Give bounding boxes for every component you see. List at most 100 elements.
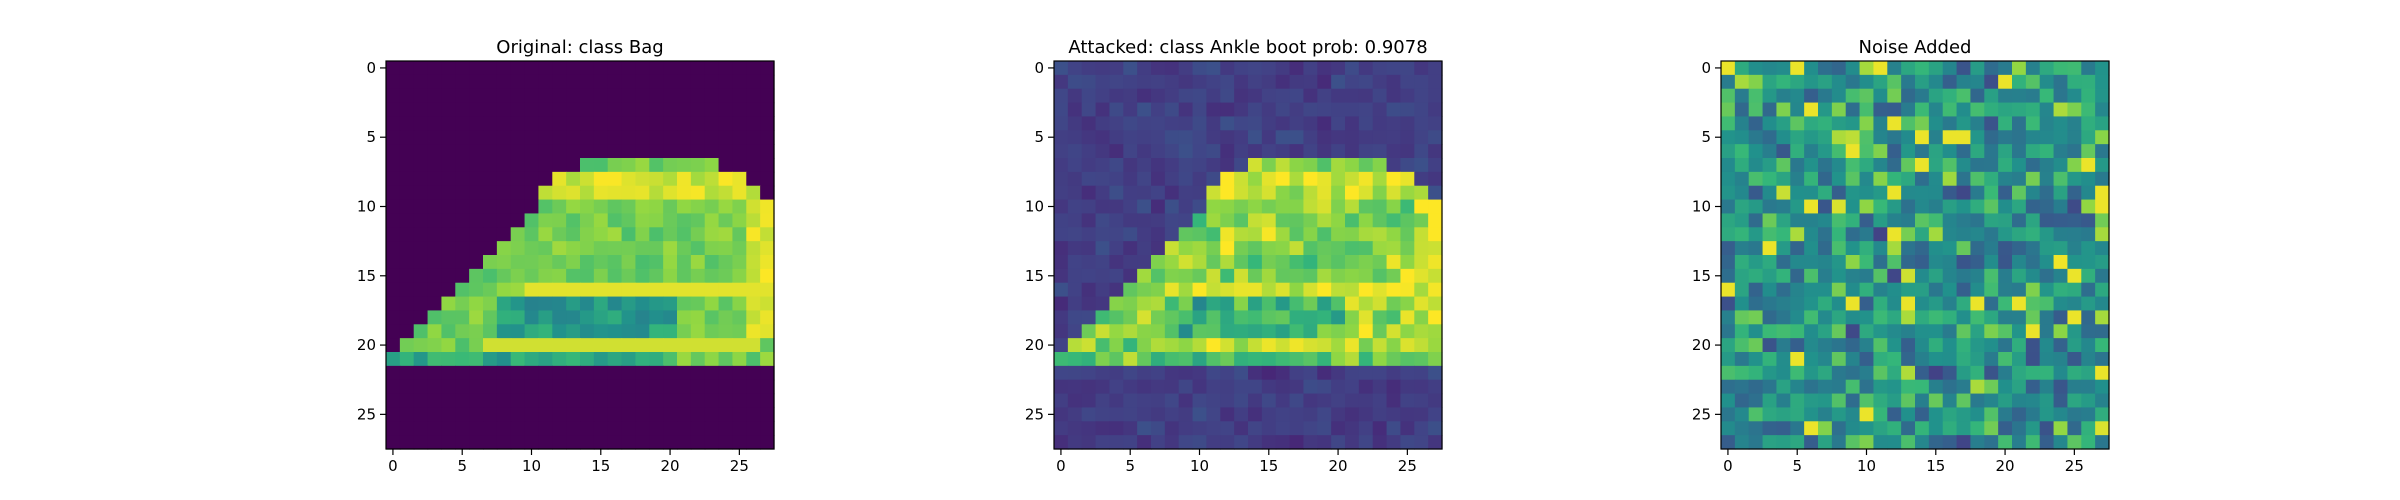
heatmap-cell-attacked (1386, 365, 1402, 381)
heatmap-cell-attacked (1206, 130, 1221, 145)
heatmap-cell-attacked (1428, 144, 1443, 159)
y-tick-label: 15 (1025, 267, 1044, 285)
heatmap-cell-noise (1887, 282, 1902, 298)
heatmap-cell-attacked (1137, 158, 1152, 173)
heatmap-cell-attacked (1095, 365, 1111, 381)
heatmap-cell-attacked (1081, 310, 1097, 325)
heatmap-cell-original (760, 310, 775, 325)
heatmap-cell-attacked (1109, 393, 1124, 409)
heatmap-cell-noise (1734, 379, 1750, 395)
heatmap-cell-noise (1734, 74, 1750, 90)
heatmap-cell-original (635, 296, 650, 312)
heatmap-cell-attacked (1386, 144, 1402, 159)
heatmap-cell-noise (1873, 435, 1888, 450)
heatmap-cell-original (399, 365, 415, 381)
heatmap-cell-original (718, 199, 734, 215)
heatmap-cell-original (580, 324, 595, 339)
heatmap-cell-attacked (1192, 324, 1208, 339)
heatmap-cell-original (580, 241, 595, 256)
heatmap-cell-original (593, 365, 609, 381)
heatmap-cell-noise (2012, 352, 2027, 367)
heatmap-cell-noise (1776, 241, 1791, 256)
heatmap-cell-attacked (1164, 185, 1180, 201)
heatmap-cell-noise (1776, 310, 1791, 325)
heatmap-cell-attacked (1081, 296, 1097, 312)
heatmap-cell-noise (1956, 241, 1972, 256)
heatmap-cell-original (413, 144, 429, 159)
heatmap-cell-noise (1859, 185, 1875, 201)
heatmap-cell-attacked (1067, 116, 1083, 131)
heatmap-cell-original (469, 268, 484, 284)
heatmap-cell-attacked (1386, 310, 1402, 325)
heatmap-cell-original (510, 88, 526, 104)
heatmap-cell-noise (1845, 74, 1861, 90)
heatmap-cell-attacked (1137, 130, 1152, 145)
heatmap-cell-attacked (1123, 255, 1138, 270)
heatmap-cell-attacked (1151, 421, 1166, 436)
heatmap-cell-attacked (1261, 158, 1277, 173)
heatmap-cell-original (496, 241, 512, 256)
heatmap-cell-noise (1901, 213, 1916, 228)
heatmap-cell-original (566, 338, 581, 353)
heatmap-cell-noise (1998, 435, 2013, 450)
heatmap-cell-original (718, 241, 734, 256)
heatmap-cell-noise (1942, 296, 1958, 312)
heatmap-cell-attacked (1067, 324, 1083, 339)
heatmap-cell-attacked (1081, 241, 1097, 256)
heatmap-cell-original (566, 171, 581, 187)
heatmap-cell-attacked (1109, 74, 1124, 90)
heatmap-cell-original (510, 282, 526, 298)
heatmap-cell-attacked (1137, 171, 1152, 187)
heatmap-cell-attacked (1220, 241, 1235, 256)
heatmap-cell-original (441, 296, 456, 312)
heatmap-cell-attacked (1317, 324, 1332, 339)
heatmap-cell-noise (1831, 213, 1847, 228)
heatmap-cell-attacked (1289, 324, 1305, 339)
x-tick-label: 0 (1723, 457, 1733, 475)
heatmap-cell-original (663, 282, 678, 298)
heatmap-cell-attacked (1331, 393, 1346, 409)
heatmap-cell-noise (1776, 365, 1791, 381)
heatmap-cell-original (580, 185, 595, 201)
heatmap-cell-noise (1859, 421, 1875, 436)
heatmap-cell-attacked (1358, 116, 1374, 131)
heatmap-cell-noise (1998, 282, 2013, 298)
heatmap-cell-original (399, 296, 415, 312)
heatmap-cell-attacked (1234, 310, 1249, 325)
heatmap-cell-attacked (1109, 227, 1124, 242)
heatmap-cell-noise (2025, 144, 2041, 159)
heatmap-cell-original (649, 61, 664, 76)
heatmap-cell-original (593, 310, 609, 325)
heatmap-cell-attacked (1358, 74, 1374, 90)
heatmap-cell-attacked (1067, 144, 1083, 159)
heatmap-cell-original (538, 88, 553, 104)
heatmap-cell-noise (1915, 421, 1930, 436)
heatmap-cell-attacked (1358, 144, 1374, 159)
heatmap-cell-noise (1734, 88, 1750, 104)
heatmap-cell-noise (1928, 102, 1944, 118)
heatmap-cell-original (607, 268, 623, 284)
heatmap-cell-attacked (1317, 352, 1332, 367)
heatmap-cell-original (483, 282, 498, 298)
heatmap-cell-original (732, 268, 747, 284)
heatmap-cell-original (552, 393, 567, 409)
heatmap-cell-noise (1845, 435, 1861, 450)
heatmap-cell-attacked (1358, 338, 1374, 353)
heatmap-cell-attacked (1317, 171, 1332, 187)
heatmap-cell-attacked (1345, 158, 1360, 173)
heatmap-cell-original (552, 352, 567, 367)
heatmap-cell-attacked (1317, 282, 1332, 298)
heatmap-cell-noise (2081, 255, 2096, 270)
heatmap-cell-attacked (1137, 379, 1152, 395)
y-tick-label: 10 (357, 198, 376, 216)
heatmap-cell-original (427, 227, 443, 242)
heatmap-cell-original (690, 116, 706, 131)
heatmap-cell-noise (1734, 421, 1750, 436)
heatmap-cell-attacked (1054, 88, 1069, 104)
heatmap-cell-noise (1762, 296, 1778, 312)
heatmap-cell-original (621, 324, 637, 339)
heatmap-cell-noise (1984, 144, 1999, 159)
heatmap-cell-noise (1998, 158, 2013, 173)
heatmap-cell-noise (1859, 393, 1875, 409)
heatmap-cell-noise (2053, 227, 2069, 242)
